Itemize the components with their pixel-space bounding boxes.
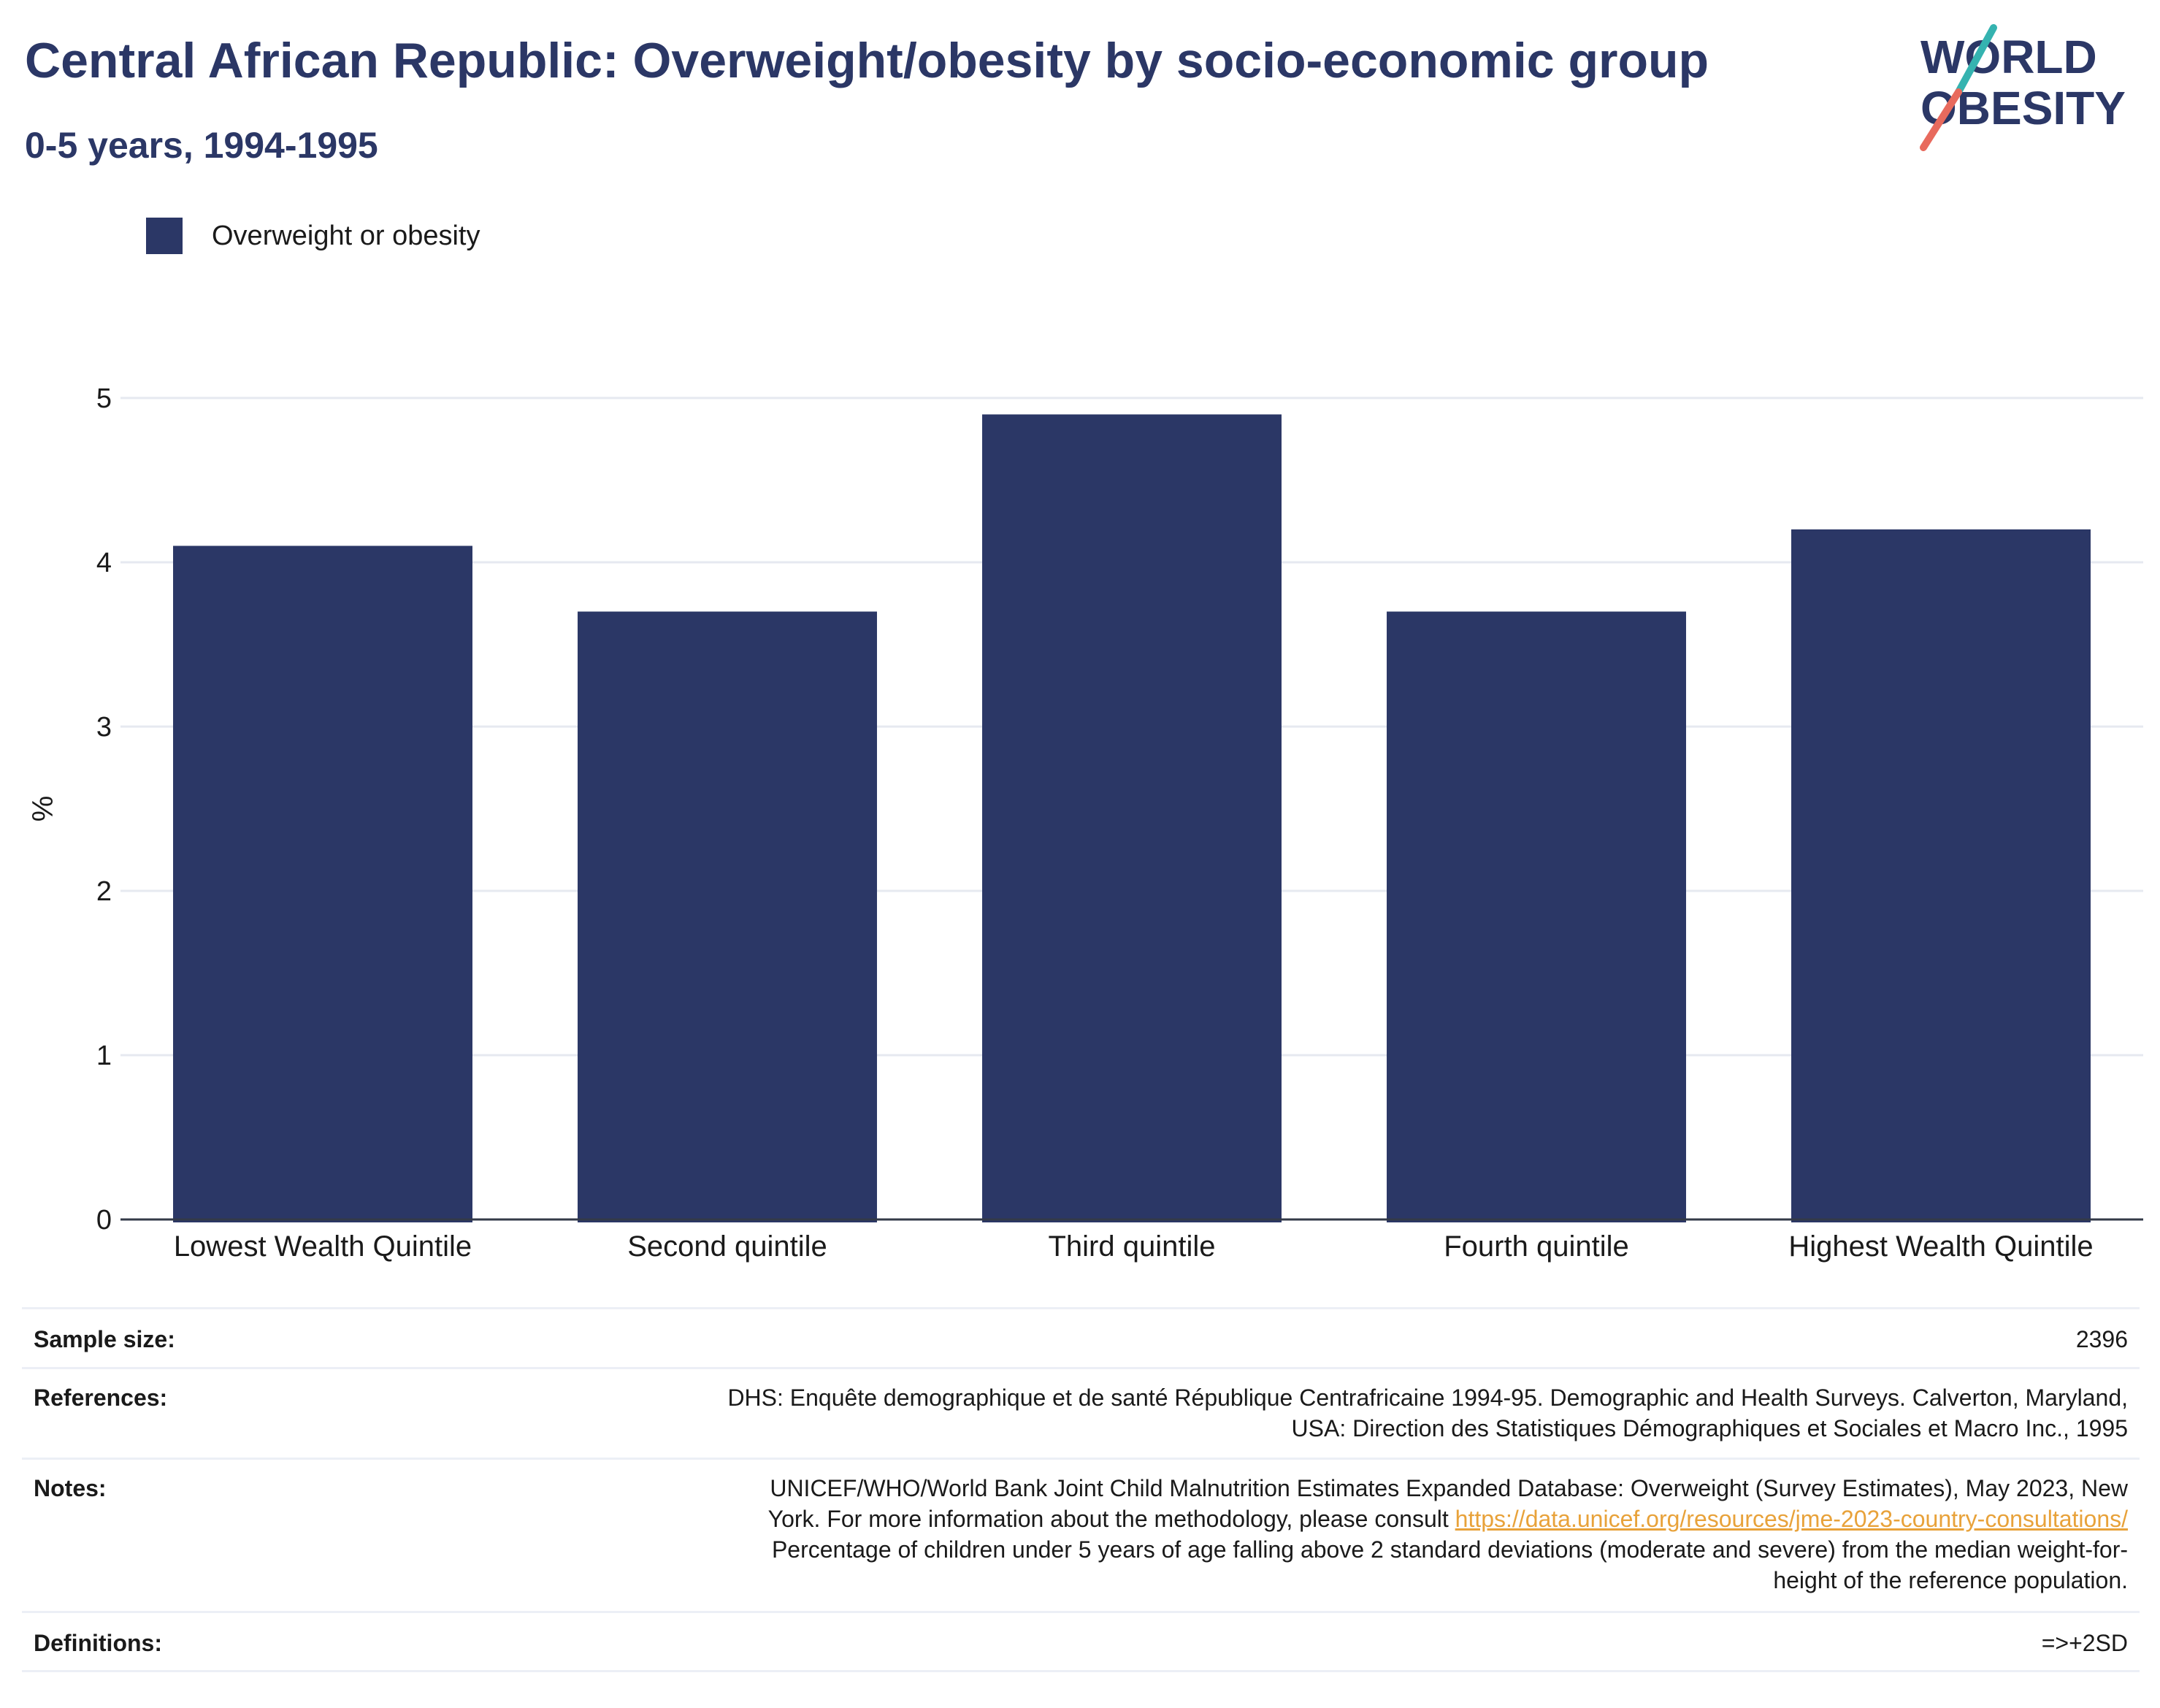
svg-text:OBESITY: OBESITY xyxy=(1920,82,2126,134)
x-tick-label: Second quintile xyxy=(627,1230,827,1263)
notes-row: Notes: UNICEF/WHO/World Bank Joint Child… xyxy=(22,1458,2140,1611)
bar xyxy=(982,414,1282,1222)
bar xyxy=(1387,611,1686,1222)
y-tick-label: 1 xyxy=(96,1041,112,1071)
chart-subtitle: 0-5 years, 1994-1995 xyxy=(25,125,378,166)
definitions-label: Definitions: xyxy=(34,1630,162,1656)
references-row: References: DHS: Enquête demographique e… xyxy=(22,1367,2140,1458)
references-line-1: DHS: Enquête demographique et de santé R… xyxy=(727,1385,2128,1411)
definitions-value: =>+2SD xyxy=(2041,1630,2128,1656)
notes-label: Notes: xyxy=(34,1475,107,1501)
legend-swatch xyxy=(146,218,183,254)
methodology-link[interactable]: https://data.unicef.org/resources/jme-20… xyxy=(1455,1506,2128,1532)
notes-line-4: height of the reference population. xyxy=(1773,1567,2128,1593)
notes-value: UNICEF/WHO/World Bank Joint Child Malnut… xyxy=(768,1473,2140,1596)
y-tick-label: 0 xyxy=(96,1205,112,1236)
notes-line-1: UNICEF/WHO/World Bank Joint Child Malnut… xyxy=(770,1475,2128,1501)
y-axis-title: % xyxy=(27,796,59,822)
sample-size-row: Sample size: 2396 xyxy=(22,1307,2140,1367)
y-tick-label: 5 xyxy=(96,383,112,414)
bar xyxy=(173,545,472,1222)
x-tick-label: Fourth quintile xyxy=(1444,1230,1628,1263)
svg-text:WORLD: WORLD xyxy=(1920,31,2097,83)
bar-chart: 0 1 2 3 4 5% Lowest Wealth Quintile Second quin… xyxy=(27,383,2143,1263)
bar xyxy=(1791,529,2091,1222)
sample-size-label: Sample size: xyxy=(34,1326,175,1352)
y-tick-label: 4 xyxy=(96,548,112,578)
x-tick-label: Lowest Wealth Quintile xyxy=(174,1230,472,1263)
references-line-2: USA: Direction des Statistiques Démograp… xyxy=(1291,1415,2128,1441)
definitions-row: Definitions: =>+2SD xyxy=(22,1611,2140,1672)
references-value: DHS: Enquête demographique et de santé R… xyxy=(727,1382,2140,1444)
x-tick-label: Third quintile xyxy=(1048,1230,1215,1263)
legend-label: Overweight or obesity xyxy=(212,220,480,251)
y-tick-label: 2 xyxy=(96,876,112,907)
chart-title: Central African Republic: Overweight/obe… xyxy=(25,33,1709,88)
y-tick-label: 3 xyxy=(96,712,112,743)
notes-line-2: York. For more information about the met… xyxy=(768,1504,2128,1534)
bar xyxy=(578,611,877,1222)
sample-size-value: 2396 xyxy=(2075,1326,2128,1352)
notes-line-2-text: York. For more information about the met… xyxy=(767,1506,1455,1532)
chart-legend: Overweight or obesity xyxy=(146,218,480,254)
world-obesity-logo: WORLD OBESITY xyxy=(1920,24,2126,151)
notes-line-3: Percentage of children under 5 years of … xyxy=(771,1536,2128,1563)
references-label: References: xyxy=(34,1385,168,1411)
info-table: Sample size: 2396 References: DHS: Enquê… xyxy=(22,1307,2140,1672)
x-tick-label: Highest Wealth Quintile xyxy=(1788,1230,2093,1263)
